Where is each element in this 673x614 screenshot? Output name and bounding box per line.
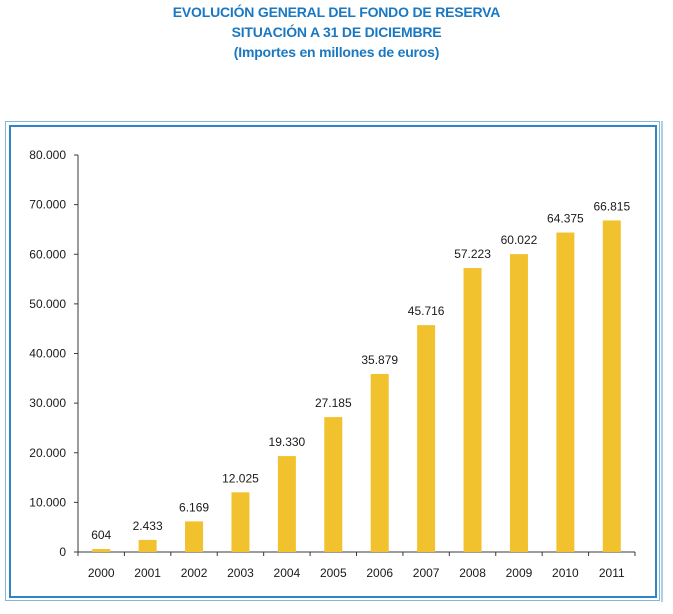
bar-2006: [370, 373, 389, 552]
chart-frame-inner: [9, 125, 657, 598]
y-tick-label: 70.000: [29, 198, 66, 212]
y-tick-label: 80.000: [29, 148, 66, 162]
chart-subtitle: SITUACIÓN A 31 DE DICIEMBRE: [231, 24, 442, 40]
chart-units-note: (Importes en millones de euros): [233, 44, 440, 60]
x-axis: 2000 2001 2002 2003 2004 2005 2006 2007 2008 2009…: [74, 551, 636, 580]
x-tick-label: 2003: [227, 566, 254, 580]
data-label-2006: 35.879: [361, 353, 398, 367]
data-labels: 604 2.433 6.169 12.025 19.330 27.185 35.879 45.…: [91, 199, 630, 542]
bar-2004: [277, 456, 296, 552]
data-label-2003: 12.025: [222, 471, 259, 485]
data-label-2010: 64.375: [547, 212, 584, 226]
bar-2002: [185, 521, 204, 552]
chart-frame-shadow: [661, 121, 663, 602]
y-tick-label: 40.000: [29, 347, 66, 361]
y-tick-label: 0: [59, 545, 66, 559]
y-tick-label: 10.000: [29, 495, 66, 509]
x-tick-label: 2011: [599, 566, 625, 580]
bars: [92, 220, 621, 553]
data-label-2011: 66.815: [593, 199, 630, 213]
data-label-2001: 2.433: [133, 519, 163, 533]
data-label-2005: 27.185: [315, 396, 352, 410]
x-tick-label: 2004: [274, 566, 301, 580]
bar-2001: [138, 539, 157, 552]
x-tick-label: 2001: [134, 566, 161, 580]
data-label-2008: 57.223: [454, 247, 491, 261]
bar-2005: [324, 417, 343, 552]
data-label-2000: 604: [91, 528, 111, 542]
bar-2011: [602, 220, 621, 553]
x-tick-label: 2007: [413, 566, 440, 580]
bar-2007: [417, 325, 436, 552]
y-tick-label: 30.000: [29, 396, 66, 410]
data-label-2007: 45.716: [408, 304, 445, 318]
bar-2003: [231, 492, 250, 552]
bar-2008: [463, 268, 482, 552]
x-tick-label: 2005: [320, 566, 347, 580]
x-tick-label: 2010: [552, 566, 579, 580]
y-tick-label: 60.000: [29, 247, 66, 261]
y-tick-label: 20.000: [29, 446, 66, 460]
chart-frame-outer: [5, 121, 660, 601]
x-tick-label: 2002: [181, 566, 208, 580]
x-tick-label: 2000: [88, 566, 115, 580]
x-tick-label: 2009: [506, 566, 533, 580]
chart-title-block: EVOLUCIÓN GENERAL DEL FONDO DE RESERVA S…: [0, 2, 673, 62]
bar-2009: [509, 254, 528, 553]
bar-2010: [556, 232, 575, 552]
bar-2000: [92, 549, 111, 552]
y-tick-label: 50.000: [29, 297, 66, 311]
chart-title: EVOLUCIÓN GENERAL DEL FONDO DE RESERVA: [172, 4, 501, 20]
x-tick-label: 2006: [366, 566, 393, 580]
x-tick-label: 2008: [459, 566, 486, 580]
data-label-2002: 6.169: [179, 500, 209, 514]
y-axis: 0 10.000 20.000 30.000 40.000 50.000 60.000 70.…: [29, 148, 79, 559]
data-label-2004: 19.330: [269, 435, 306, 449]
data-label-2009: 60.022: [501, 233, 538, 247]
